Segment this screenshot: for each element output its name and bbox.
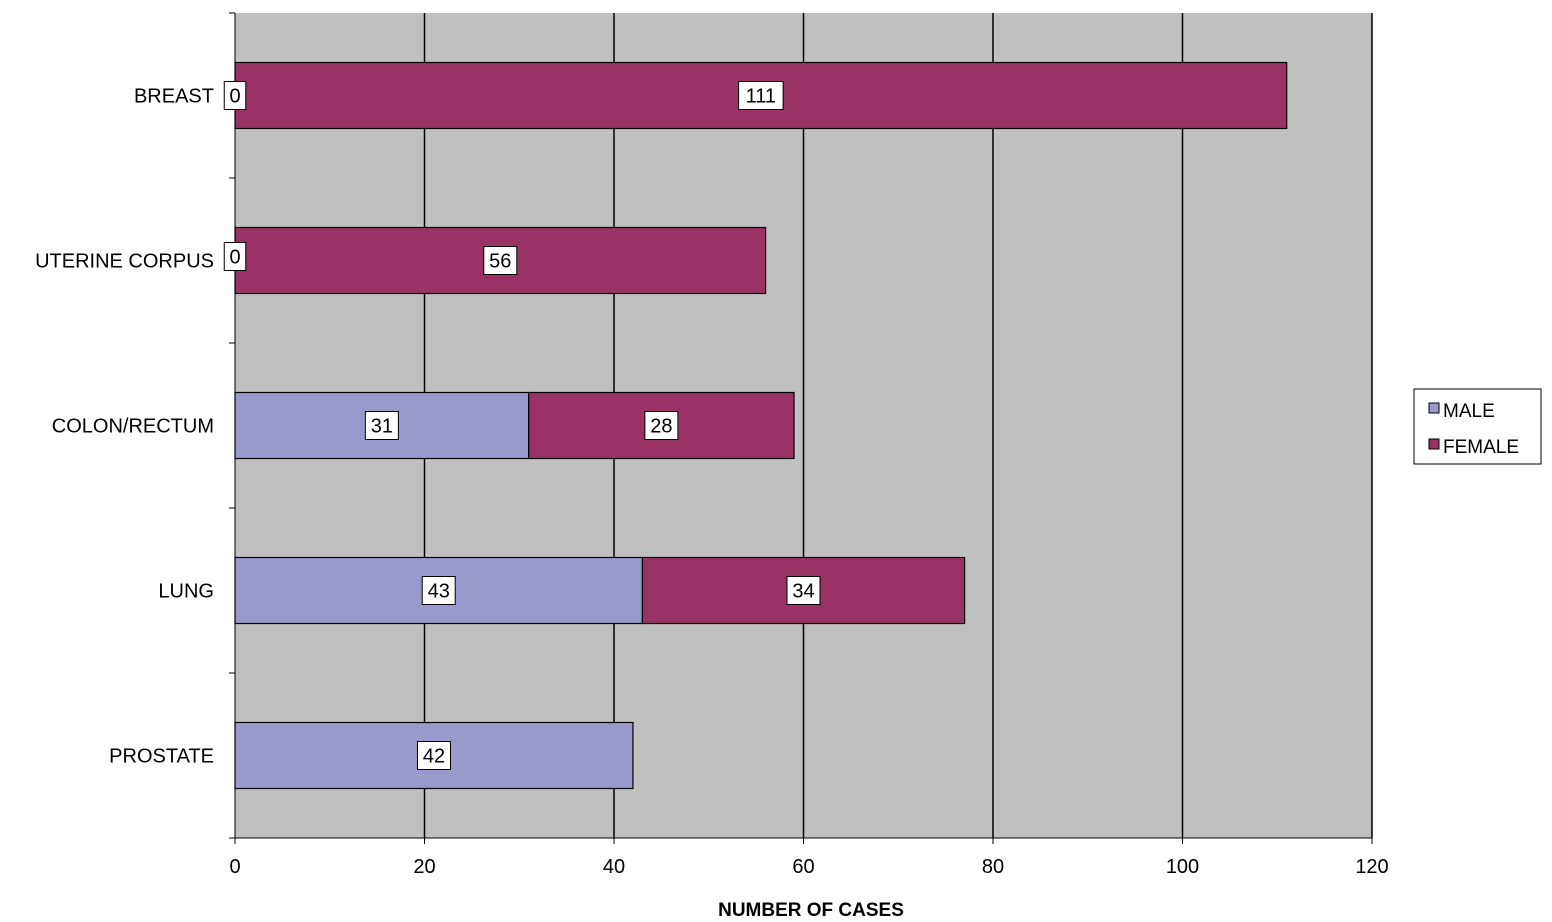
legend: MALE FEMALE xyxy=(1413,388,1542,465)
data-label: 31 xyxy=(371,416,393,438)
x-tick-label: 40 xyxy=(603,856,625,878)
axes: 0 20 40 60 80 100 120 BREAST UTERINE CORPUS COLON… xyxy=(35,12,1389,878)
x-tick-label: 80 xyxy=(982,856,1004,878)
data-label-box xyxy=(483,246,518,275)
category-label: BREAST xyxy=(134,86,214,108)
x-tick-label: 100 xyxy=(1166,856,1199,878)
category-label: LUNG xyxy=(158,581,214,603)
data-label-box xyxy=(416,741,451,770)
legend-swatch-male xyxy=(1428,402,1440,414)
category-label: PROSTATE xyxy=(109,746,214,768)
category-label: COLON/RECTUM xyxy=(52,416,214,438)
legend-label-female: FEMALE xyxy=(1443,437,1519,458)
x-tick-label: 0 xyxy=(229,856,240,878)
data-label-box xyxy=(786,576,821,605)
data-label: 34 xyxy=(792,581,814,603)
category-label: UTERINE CORPUS xyxy=(35,251,214,273)
legend-box xyxy=(1413,388,1542,465)
legend-swatch-female xyxy=(1428,438,1440,450)
data-label: 42 xyxy=(423,746,445,768)
bars xyxy=(234,61,1288,790)
data-label-box xyxy=(364,411,399,440)
bar-male xyxy=(234,556,644,625)
data-label-box xyxy=(223,242,247,271)
data-label: 56 xyxy=(489,251,511,273)
data-label-box xyxy=(223,81,247,110)
x-tick-label: 120 xyxy=(1355,856,1388,878)
x-tick-label: 60 xyxy=(792,856,814,878)
data-labels: 0 111 0 56 31 28 43 34 42 xyxy=(223,81,821,770)
legend-label-male: MALE xyxy=(1443,401,1495,422)
data-label-box xyxy=(644,411,679,440)
x-axis-title: NUMBER OF CASES xyxy=(718,900,904,921)
data-label-box xyxy=(738,81,784,110)
data-label: 28 xyxy=(650,416,672,438)
data-label: 0 xyxy=(229,86,240,108)
bar-female xyxy=(234,61,1288,130)
x-tick-label: 20 xyxy=(413,856,435,878)
data-label: 111 xyxy=(746,86,776,108)
data-label: 43 xyxy=(428,581,450,603)
data-label: 0 xyxy=(229,247,240,269)
data-label-box xyxy=(421,576,456,605)
